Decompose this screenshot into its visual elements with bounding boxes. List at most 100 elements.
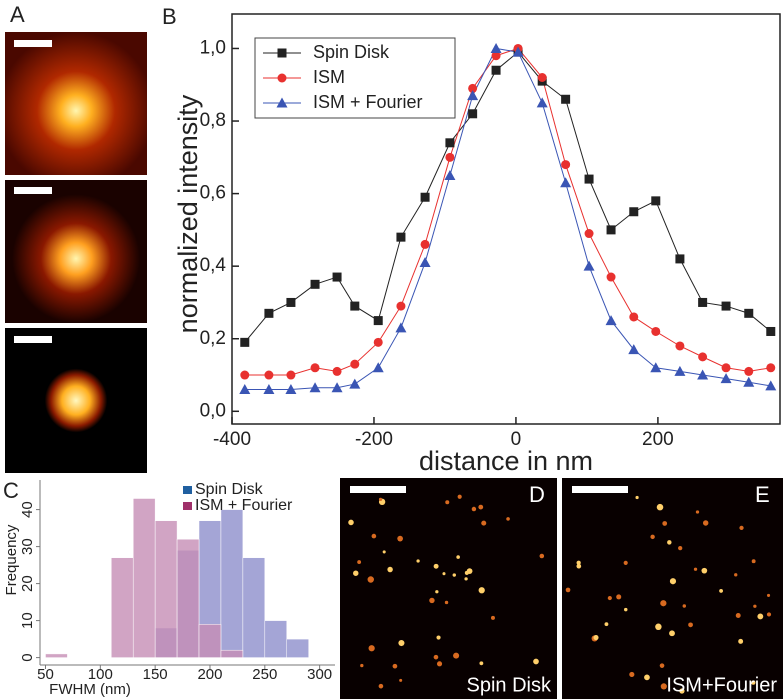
marker <box>743 376 755 387</box>
marker <box>491 65 501 75</box>
spot <box>766 593 771 597</box>
y-tick-label: 30 <box>19 538 36 555</box>
histogram-bar <box>242 557 266 658</box>
marker <box>537 72 547 82</box>
legend-label: ISM <box>313 67 345 87</box>
marker <box>468 109 478 119</box>
y-tick-label: 0,0 <box>200 400 226 421</box>
scale-bar <box>14 336 52 343</box>
spot <box>650 534 655 540</box>
marker <box>350 359 360 369</box>
spot <box>533 658 539 665</box>
spot <box>456 555 460 559</box>
legend-label: ISM + Fourier <box>195 497 293 514</box>
spot <box>669 578 677 585</box>
spot <box>757 613 764 620</box>
spot <box>565 587 571 593</box>
marker <box>674 365 686 376</box>
spot <box>353 570 359 576</box>
marker <box>651 326 661 336</box>
marker <box>675 254 685 264</box>
marker <box>697 369 709 380</box>
spot <box>399 678 403 682</box>
marker <box>744 308 754 318</box>
spot <box>392 663 398 669</box>
spot <box>464 577 468 581</box>
spot <box>766 612 772 617</box>
spot <box>623 560 628 565</box>
marker <box>584 229 594 239</box>
x-tick-label: 200 <box>642 429 674 450</box>
marker <box>445 138 455 148</box>
marker <box>584 174 594 184</box>
y-tick-label: 40 <box>19 501 36 518</box>
x-tick-label: 100 <box>88 666 113 683</box>
marker <box>606 225 616 235</box>
spot <box>367 576 374 583</box>
spot <box>539 553 545 559</box>
legend-marker <box>277 73 287 83</box>
series-line <box>244 47 771 391</box>
image-a2 <box>5 180 147 323</box>
spot <box>436 661 443 667</box>
y-axis-title: Frequency <box>3 524 20 595</box>
spot <box>357 560 362 564</box>
marker <box>239 384 251 395</box>
panel-label: A <box>10 2 25 27</box>
marker <box>491 51 501 61</box>
marker <box>444 169 456 180</box>
spot <box>751 559 756 564</box>
marker <box>629 312 639 322</box>
panel-label: C <box>3 478 19 503</box>
marker <box>721 301 731 311</box>
marker <box>396 301 406 311</box>
panel-label: D <box>529 482 545 507</box>
marker <box>420 192 430 202</box>
histogram-bar <box>111 557 134 658</box>
spot <box>701 567 708 574</box>
image-spots <box>348 494 772 694</box>
spot <box>669 630 675 637</box>
y-tick-label: 10 <box>19 612 36 629</box>
marker <box>332 272 342 282</box>
marker <box>264 370 274 380</box>
spot <box>693 567 698 571</box>
marker <box>468 83 478 93</box>
y-tick-label: 0,8 <box>200 110 226 131</box>
spot <box>398 639 405 647</box>
spot <box>453 652 460 659</box>
spot <box>702 520 709 526</box>
marker <box>561 94 571 104</box>
image-caption: Spin Disk <box>467 674 552 696</box>
spot <box>436 635 441 640</box>
legend-label: Spin Disk <box>313 42 390 62</box>
spot <box>360 663 364 668</box>
legend-swatch <box>183 502 192 510</box>
legend-swatch <box>183 486 192 494</box>
histogram-bar <box>132 498 156 658</box>
histogram-bar <box>154 520 178 658</box>
scale-bar <box>350 486 406 493</box>
spot <box>662 521 668 526</box>
spot <box>368 645 375 652</box>
spot <box>444 600 449 605</box>
histogram-bar <box>220 649 244 658</box>
marker <box>765 380 777 391</box>
x-tick-label: 200 <box>197 666 222 683</box>
histogram-bar <box>176 538 200 658</box>
marker <box>372 362 384 373</box>
marker <box>286 297 296 307</box>
marker <box>419 257 431 268</box>
spot <box>452 573 456 577</box>
marker <box>310 363 320 373</box>
spot <box>688 622 693 628</box>
marker <box>350 301 360 311</box>
spot <box>656 503 664 511</box>
spot <box>348 519 354 526</box>
marker <box>286 370 296 380</box>
y-tick-label: 0,6 <box>200 183 226 204</box>
scale-bar <box>572 486 628 493</box>
image-caption: ISM+Fourier <box>666 674 777 696</box>
y-tick-label: 0,2 <box>200 328 226 349</box>
